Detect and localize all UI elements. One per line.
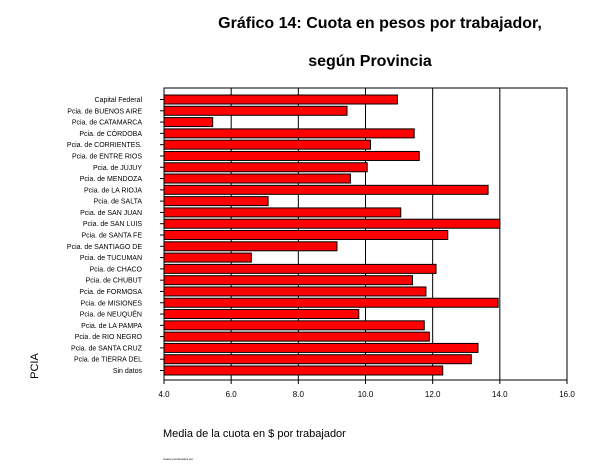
category-label: Pcia. de CÓRDOBA: [79, 129, 142, 138]
bar: [163, 150, 420, 161]
bar: [163, 162, 368, 173]
footnote: Casos ponderados por: [163, 457, 193, 461]
bar: [163, 354, 472, 365]
x-tick-label: 4.0: [158, 390, 170, 399]
category-label: Pcia. de TIERRA DEL: [74, 357, 142, 364]
bar: [163, 331, 430, 342]
category-label: Sin datos: [113, 368, 143, 375]
bar: [163, 218, 501, 229]
bar: [163, 365, 444, 376]
category-label: Capital Federal: [95, 97, 143, 104]
category-label: Pcia. de RIO NEGRO: [75, 334, 143, 341]
bar: [163, 94, 398, 105]
bar: [163, 105, 348, 116]
bar: [163, 342, 479, 353]
chart-title-line-2: según Provincia: [308, 53, 432, 70]
bar: [163, 320, 425, 331]
category-label: Pcia. de CHACO: [89, 266, 142, 273]
bar: [163, 275, 414, 286]
bar: [163, 207, 402, 218]
bar: [163, 230, 449, 240]
x-tick-label: 8.0: [293, 390, 305, 399]
category-labels: Capital Federal Pcia. de BUENOS AIRE Pcia.…: [67, 97, 164, 375]
category-label: Pcia. de CATAMARCA: [72, 120, 142, 127]
bar: [163, 297, 499, 308]
category-label: Pcia. de SANTIAGO DE: [67, 244, 142, 251]
bar: [163, 309, 360, 320]
category-label: Pcia. de FORMOSA: [79, 289, 142, 296]
category-label: Pcia. de CHUBUT: [86, 278, 143, 285]
category-label: Pcia. de TUCUMAN: [80, 255, 142, 262]
bar: [163, 173, 351, 184]
category-label: Pcia. de MENDOZA: [80, 176, 143, 183]
bar: [163, 117, 214, 128]
x-axis-title: Media de la cuota en $ por trabajador: [163, 428, 346, 440]
category-label: Pcia. de LA RIOJA: [84, 187, 142, 194]
plot-frame: [163, 87, 568, 381]
x-tick-label: 16.0: [559, 390, 575, 399]
category-label: Pcia. de SANTA CRUZ: [71, 345, 143, 352]
bar: [163, 286, 427, 297]
category-label: Pcia. de ENTRE RIOS: [72, 153, 142, 160]
category-label: Pcia. de SANTA FE: [81, 233, 142, 240]
bar: [163, 252, 252, 263]
category-label: Pcia. de SAN JUAN: [80, 210, 142, 217]
category-label: Pcia. de NEUQUÉN: [80, 310, 142, 319]
category-label: Pcia. de SAN LUIS: [83, 221, 142, 228]
bar: [163, 196, 269, 207]
category-label: Pcia. de SALTA: [94, 199, 143, 206]
x-axis-ticks: 4.0 6.0 8.0 10.0 12.0 14.0 16.0: [158, 380, 575, 399]
category-label: Pcia. de MISIONES: [81, 300, 143, 307]
category-label: Pcia. de CORRIENTES.: [67, 142, 142, 149]
bar: [163, 139, 372, 150]
x-tick-label: 10.0: [358, 390, 374, 399]
y-axis-title: PCIA: [29, 353, 41, 379]
chart-title-line-1: Gráfico 14: Cuota en pesos por trabajado…: [218, 15, 542, 32]
bar: [163, 241, 338, 252]
bar: [163, 263, 437, 274]
bar: [163, 184, 489, 195]
bar: [163, 128, 415, 139]
category-label: Pcia. de LA PAMPA: [81, 323, 142, 330]
x-tick-label: 12.0: [425, 390, 441, 399]
bars: [163, 94, 501, 376]
x-tick-label: 14.0: [492, 390, 508, 399]
category-label: Pcia. de JUJUY: [93, 165, 142, 172]
category-label: Pcia. de BUENOS AIRE: [67, 108, 142, 115]
x-tick-label: 6.0: [226, 390, 238, 399]
